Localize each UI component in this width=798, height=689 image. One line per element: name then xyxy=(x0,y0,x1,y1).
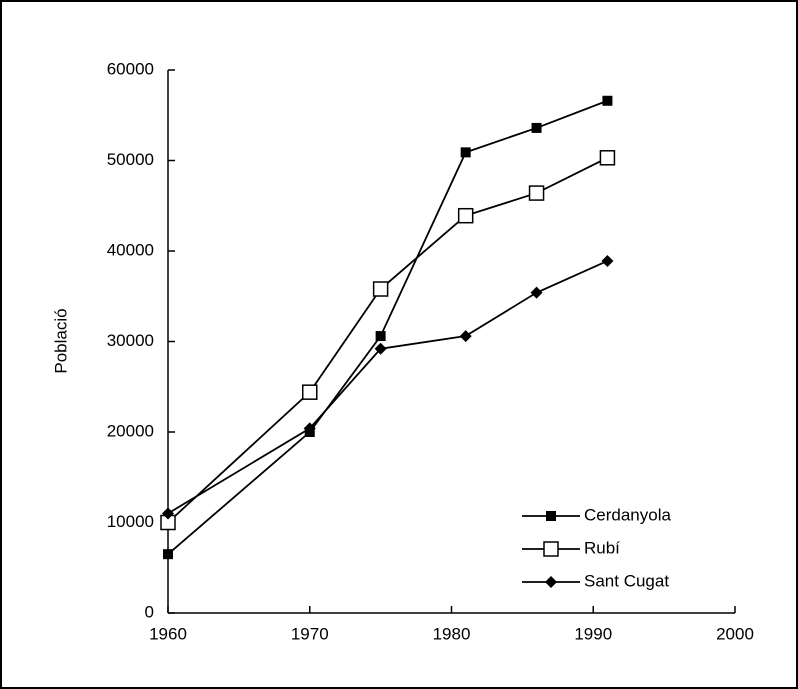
marker xyxy=(546,511,556,521)
y-axis-label: Població xyxy=(51,308,70,373)
y-tick-label: 10000 xyxy=(107,512,154,531)
series-line xyxy=(167,260,608,515)
marker xyxy=(303,422,316,435)
legend-label: Cerdanyola xyxy=(584,505,671,524)
y-tick-label: 40000 xyxy=(107,240,154,259)
marker xyxy=(531,122,542,133)
x-tick-label: 1970 xyxy=(291,624,329,643)
marker xyxy=(545,576,557,588)
marker xyxy=(599,150,616,166)
marker xyxy=(528,185,545,201)
y-tick-label: 60000 xyxy=(107,59,154,78)
marker xyxy=(460,147,471,158)
marker xyxy=(601,254,614,267)
x-tick-label: 2000 xyxy=(716,624,754,643)
marker xyxy=(602,95,613,106)
y-tick-label: 30000 xyxy=(107,331,154,350)
series-line xyxy=(167,99,608,555)
marker xyxy=(375,331,386,342)
marker xyxy=(543,541,559,557)
marker xyxy=(457,207,474,224)
legend-label: Rubí xyxy=(584,538,620,557)
x-tick-label: 1990 xyxy=(574,624,612,643)
marker xyxy=(459,330,472,343)
marker xyxy=(162,507,174,520)
x-tick-label: 1980 xyxy=(433,624,471,643)
marker xyxy=(372,281,389,297)
legend-label: Sant Cugat xyxy=(584,571,669,590)
y-tick-label: 50000 xyxy=(107,150,154,169)
marker xyxy=(374,342,387,355)
marker xyxy=(163,549,173,560)
y-tick-label: 0 xyxy=(145,602,154,621)
x-tick-label: 1960 xyxy=(149,624,187,643)
marker xyxy=(530,286,543,299)
series-line xyxy=(167,156,608,524)
y-tick-label: 20000 xyxy=(107,421,154,440)
marker xyxy=(302,384,318,400)
